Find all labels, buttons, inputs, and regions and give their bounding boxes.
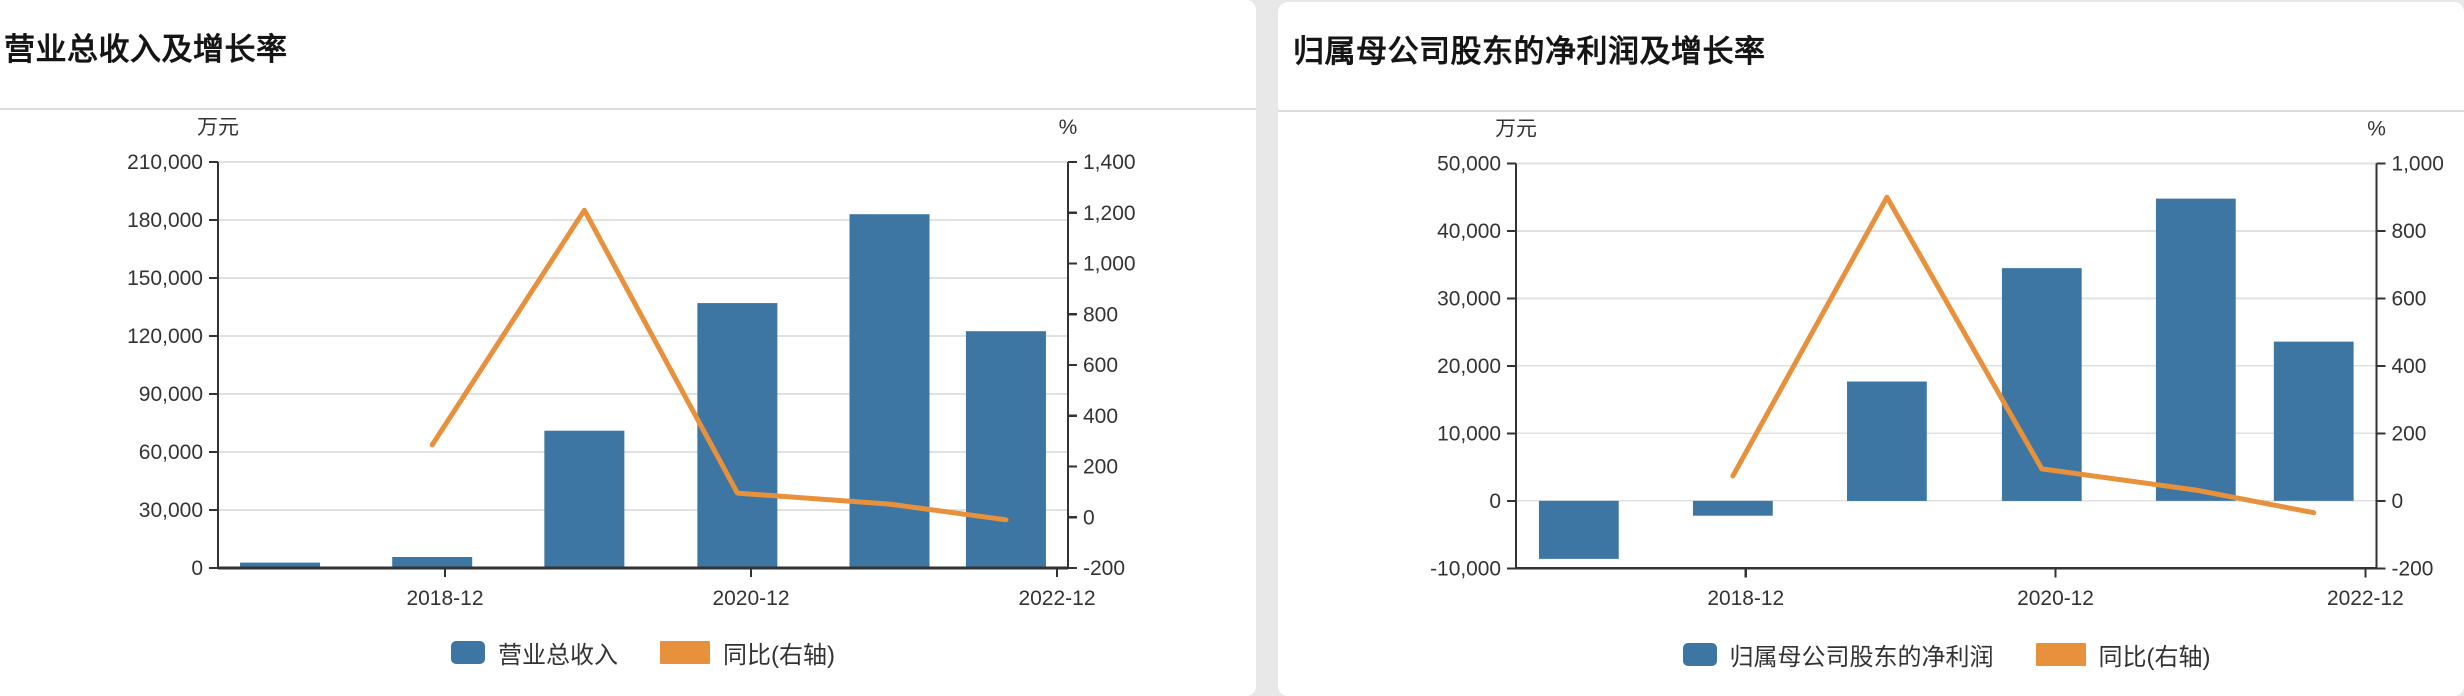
y-axis-right-tick-label: 400: [1083, 405, 1118, 428]
gridlines: [1516, 162, 2377, 502]
y-axis-right-tick-label: 1,400: [1083, 151, 1136, 174]
bar[interactable]: [544, 430, 625, 568]
bar[interactable]: [1847, 381, 1927, 501]
growth-line[interactable]: [1730, 194, 2317, 516]
legend-label-line: 同比(右轴): [2098, 643, 2211, 671]
y-axis-right-tick-label: 1,000: [1083, 253, 1136, 276]
y-axis-left-labels: 0 30,000 60,000 90,000 120,000 150,000 180,000…: [127, 151, 218, 580]
y-axis-right-tick-label: 400: [2392, 355, 2427, 378]
bar[interactable]: [1538, 500, 1619, 559]
y-axis-left-tick-label: 90,000: [139, 383, 203, 406]
x-axis-labels: 2018-12 2020-12 2022-12: [1707, 568, 2404, 610]
y-axis-left-tick-label: 210,000: [127, 151, 203, 174]
y-axis-right-tick-label: 600: [2392, 287, 2427, 310]
y-axis-right-tick-label: 200: [1083, 456, 1118, 479]
x-axis-tick-label: 2018-12: [1707, 587, 1784, 610]
bar-series[interactable]: [240, 214, 1046, 568]
x-axis-tick-label: 2022-12: [1018, 587, 1095, 610]
right-axis-unit-label: %: [1059, 116, 1078, 139]
y-axis-left-tick-label: 20,000: [1437, 355, 1501, 378]
net-profit-chart: -10,000 0 10,000 20,000 30,000 40,000 50,000 -2…: [1430, 118, 2444, 611]
y-axis-right-tick-label: 1,000: [2392, 153, 2444, 176]
legend: 归属母公司股东的净利润 同比(右轴): [1515, 640, 2378, 671]
legend-label-bar: 归属母公司股东的净利润: [1729, 643, 1994, 671]
y-axis-left-tick-label: 60,000: [139, 441, 203, 464]
legend-item-yoy-line[interactable]: 同比(右轴): [2035, 637, 2211, 672]
legend-label-bar: 营业总收入: [498, 641, 618, 669]
y-axis-left-tick-label: 0: [191, 557, 203, 580]
y-axis-right-tick-label: 800: [2392, 220, 2427, 243]
y-axis-left-tick-label: 10,000: [1437, 422, 1501, 445]
y-axis-left-tick-label: 40,000: [1437, 220, 1501, 243]
bar[interactable]: [240, 562, 321, 568]
y-axis-right-tick-label: -200: [1083, 557, 1125, 580]
right-axis-unit-label: %: [2367, 118, 2386, 141]
y-axis-right-tick-label: 0: [2392, 490, 2404, 513]
bar[interactable]: [697, 303, 778, 568]
y-axis-left-tick-label: 0: [1489, 490, 1501, 513]
legend-label-line: 同比(右轴): [723, 641, 835, 669]
y-axis-right-tick-label: 600: [1083, 354, 1118, 377]
legend-item-revenue-bar[interactable]: 营业总收入: [451, 635, 618, 670]
left-axis-unit-label: 万元: [1495, 118, 1537, 141]
y-axis-right-labels: -200 0 200 400 600 800 1,000 1,200 1,400: [1068, 151, 1136, 580]
line-series-swatch: [2035, 642, 2086, 666]
revenue-chart-panel: 营业总收入及增长率 0 30,000 60,000 90,000 120,000 150,…: [0, 0, 1256, 696]
x-axis-tick-label: 2018-12: [406, 587, 483, 610]
x-axis-tick-label: 2020-12: [2017, 587, 2094, 610]
axes: [216, 162, 1070, 570]
y-axis-right-tick-label: 0: [1083, 506, 1095, 529]
page-title: 营业总收入及增长率: [4, 32, 288, 67]
page-title: 归属母公司股东的净利润及增长率: [1293, 34, 1766, 69]
y-axis-right-labels: -200 0 200 400 600 800 1,000: [2376, 153, 2444, 580]
y-axis-right-tick-label: 200: [2392, 422, 2427, 445]
legend-item-yoy-line[interactable]: 同比(右轴): [660, 635, 835, 670]
bar-series-swatch: [451, 640, 485, 664]
bar[interactable]: [2001, 268, 2082, 501]
revenue-chart: 0 30,000 60,000 90,000 120,000 150,000 180,000…: [127, 116, 1136, 610]
bar-series-swatch: [1682, 642, 1717, 666]
bar-series[interactable]: [1538, 198, 2354, 559]
bar[interactable]: [965, 331, 1046, 568]
y-axis-left-tick-label: 180,000: [127, 209, 203, 232]
line-series-swatch: [660, 640, 710, 664]
bar[interactable]: [392, 557, 473, 568]
title-divider: [1278, 110, 2464, 112]
x-axis-tick-label: 2020-12: [712, 587, 789, 610]
legend-item-net-profit-bar[interactable]: 归属母公司股东的净利润: [1682, 637, 1994, 672]
net-profit-chart-panel: 归属母公司股东的净利润及增长率 -10,000 0 10,000 20,000 30,0…: [1278, 2, 2464, 696]
bar[interactable]: [2155, 198, 2236, 501]
y-axis-left-labels: -10,000 0 10,000 20,000 30,000 40,000 50,000: [1430, 153, 1517, 580]
x-axis-tick-label: 2022-12: [2327, 587, 2404, 610]
y-axis-left-tick-label: 120,000: [127, 325, 203, 348]
bar[interactable]: [1692, 500, 1773, 516]
y-axis-left-tick-label: 50,000: [1437, 153, 1501, 176]
y-axis-left-tick-label: 30,000: [139, 499, 203, 522]
bar[interactable]: [849, 214, 930, 568]
y-axis-right-tick-label: 1,200: [1083, 202, 1136, 225]
y-axis-left-tick-label: 30,000: [1437, 287, 1501, 310]
y-axis-right-tick-label: 800: [1083, 303, 1118, 326]
left-axis-unit-label: 万元: [197, 116, 239, 139]
legend: 营业总收入 同比(右轴): [218, 638, 1068, 669]
x-axis-labels: 2018-12 2020-12 2022-12: [406, 568, 1096, 610]
y-axis-left-tick-label: -10,000: [1430, 557, 1501, 580]
gridlines: [218, 161, 1068, 511]
title-divider: [0, 108, 1256, 110]
bar[interactable]: [2273, 341, 2354, 501]
growth-line[interactable]: [429, 207, 1009, 523]
y-axis-left-tick-label: 150,000: [127, 267, 203, 290]
y-axis-right-tick-label: -200: [2392, 557, 2434, 580]
